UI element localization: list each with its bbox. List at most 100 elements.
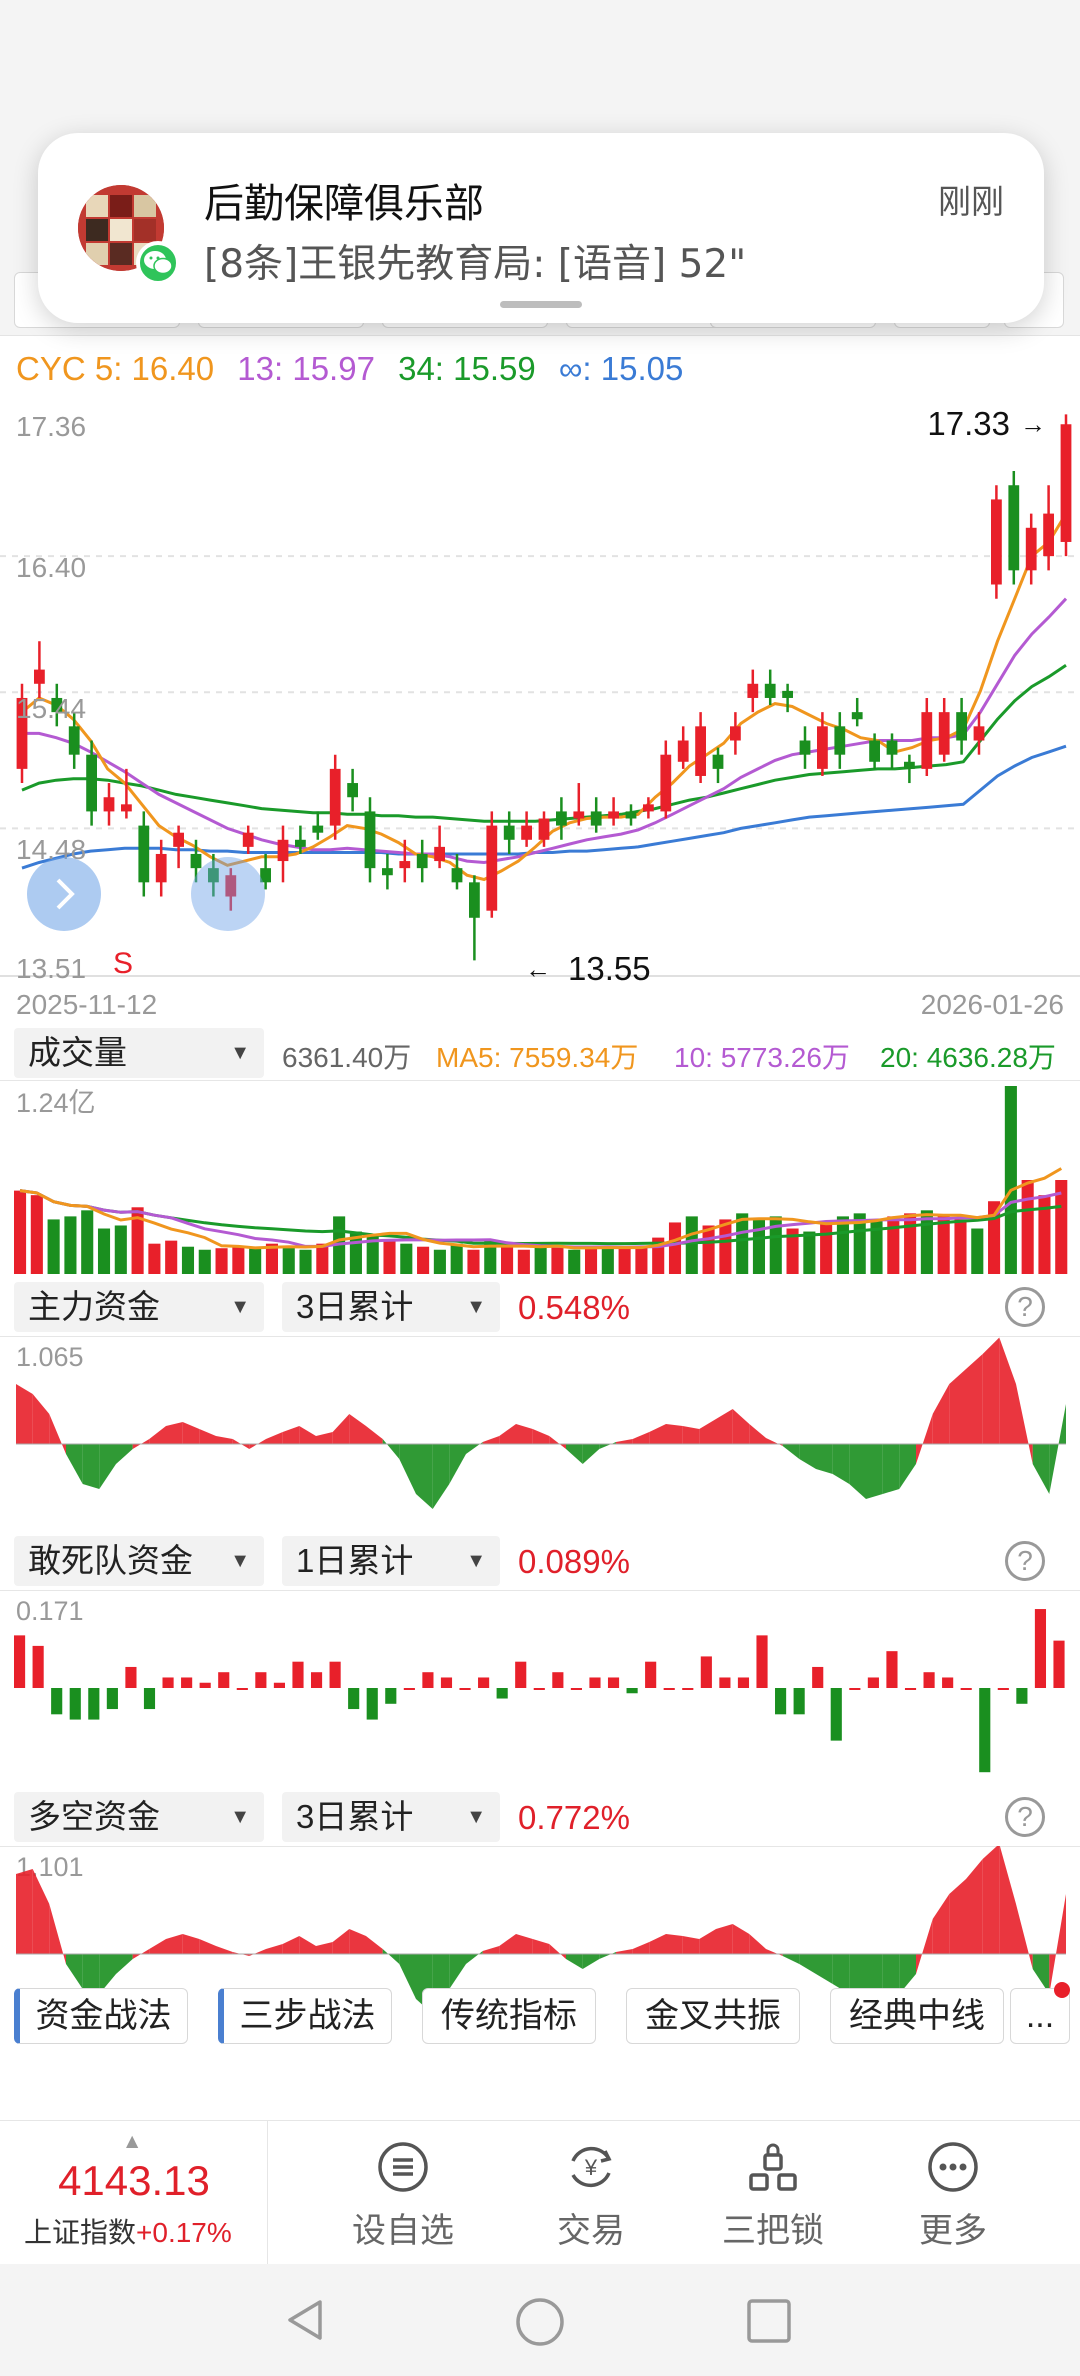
tab-fund-strategy[interactable]: 资金战法 [14,1988,188,2044]
floating-button-icon[interactable] [191,857,265,931]
fund-indicator-dropdown[interactable]: 敢死队资金 ▼ [14,1536,264,1586]
fund-percent: 0.089% [518,1543,630,1580]
fund-bar [143,1688,156,1710]
nav-watchlist[interactable]: 设自选 [318,2121,488,2265]
triangle-down-icon: ▼ [230,1550,250,1572]
candle-body [695,726,706,776]
volume-bar [433,1249,446,1274]
volume-bar [954,1219,967,1274]
svg-text:¥: ¥ [584,2155,598,2180]
fund-bar [923,1672,935,1688]
volume-chart[interactable]: 1.24亿 [0,1080,1080,1280]
ma34-value: 34: 15.59 [398,350,536,387]
fund-bar [867,1677,879,1688]
period-dropdown[interactable]: 3日累计 ▼ [282,1282,500,1332]
index-name: 上证指数 [24,2217,137,2248]
volume-bar [282,1246,295,1274]
fund-area-segment [499,1424,516,1444]
fund-area-segment [216,1946,233,1954]
volume-bar [736,1213,749,1274]
fund-percent: 0.772% [518,1799,630,1836]
fund-bar [515,1661,527,1688]
dare-fund-chart[interactable]: 0.171 [0,1590,1080,1786]
fund-bars [14,1609,1065,1773]
help-icon[interactable]: ? [1005,1797,1045,1837]
fund-area-segment [832,1444,850,1484]
fund-selector-label: 多空资金 [28,1798,160,1835]
candle-body [904,761,915,769]
fund-area-segment [866,1444,883,1499]
fund-area-segment [349,1929,366,1954]
drag-handle[interactable] [500,301,582,308]
help-icon[interactable]: ? [1005,1287,1045,1327]
fund-area-segment [766,1438,783,1446]
fund-indicator-dropdown[interactable]: 主力资金 ▼ [14,1282,264,1332]
fund-bar [979,1688,991,1773]
volume-bar [971,1228,984,1274]
notification-card[interactable]: 后勤保障俱乐部 刚刚 [8条]王银先教育局: [语音] 52" [38,133,1044,323]
volume-bar [1004,1086,1017,1274]
volume-bar [265,1243,278,1274]
volume-bar [870,1219,883,1274]
system-nav-bar [0,2264,1080,2376]
tab-traditional[interactable]: 传统指标 [422,1988,596,2044]
candle-body [660,754,672,812]
period-dropdown[interactable]: 1日累计 ▼ [282,1536,500,1586]
fund-bar [775,1688,787,1715]
fund-area-segment [449,1444,466,1484]
nav-three-locks[interactable]: 三把锁 [688,2121,858,2265]
triangle-down-icon: ▼ [466,1296,486,1318]
fund-bar [181,1677,193,1688]
candle-body [173,832,184,847]
tab-classic-midline[interactable]: 经典中线 [830,1988,1004,2044]
tab-golden-cross[interactable]: 金叉共振 [626,1988,800,2044]
candle-body [155,853,167,883]
notification-body: [8条]王银先教育局: [语音] 52" [204,242,747,287]
back-icon[interactable] [282,2296,330,2344]
fund-y-max: 1.065 [16,1342,84,1372]
fund-bar [552,1672,564,1688]
help-icon[interactable]: ? [1005,1541,1045,1581]
home-icon[interactable] [514,2296,566,2348]
fund-indicator-dropdown[interactable]: 多空资金 ▼ [14,1792,264,1842]
candle-body [121,804,132,812]
fund-area-segment [916,1919,933,1974]
fund-bar [199,1682,211,1688]
period-dropdown[interactable]: 3日累计 ▼ [282,1792,500,1842]
volume-bar [47,1219,60,1274]
volume-ma-line [19,1167,1063,1250]
volume-current: 6361.40万 [282,1042,412,1073]
nav-more[interactable]: 更多 [868,2121,1038,2265]
fund-bar [570,1688,582,1690]
volume-indicator-dropdown[interactable]: 成交量 ▼ [14,1028,264,1078]
fund-area-segment [766,1949,783,1956]
fund-area-segment [699,1419,716,1444]
fund-bar [1053,1640,1065,1688]
candle-body [973,726,985,741]
fund-area-segment [1049,1404,1066,1494]
main-fund-chart[interactable]: 1.065 [0,1336,1080,1532]
more-dots-icon [928,2142,978,2192]
recents-icon[interactable] [746,2298,792,2344]
index-widget[interactable]: ▲ 4143.13 上证指数+0.17% [0,2121,268,2265]
fund-area-segment [932,1384,950,1444]
candle-body [677,740,689,762]
period-label: 3日累计 [296,1288,414,1325]
ma-inf-value: ∞: 15.05 [558,350,684,387]
nav-trade[interactable]: ¥ 交易 [506,2121,676,2265]
tab-three-step[interactable]: 三步战法 [218,1988,392,2044]
chevron-right-icon[interactable] [27,857,101,931]
candle-body [277,839,289,862]
fund-area-segment [382,1439,400,1459]
fund-area-segment [982,1846,1000,1954]
fund-area [16,1337,1066,1509]
fund-bar [663,1688,675,1690]
arrow-right-icon: → [1020,409,1046,439]
nav-label: 更多 [919,2212,987,2250]
candle-body [329,768,341,826]
price-chart[interactable]: 17.36 16.40 15.44 14.48 13.51 2025-11-12… [0,400,1080,1020]
fund-area-segment [16,1869,33,1954]
fund-area-segment [99,1954,116,1994]
fund-area-segment [566,1444,583,1464]
fund-area-segment [416,1444,433,1509]
